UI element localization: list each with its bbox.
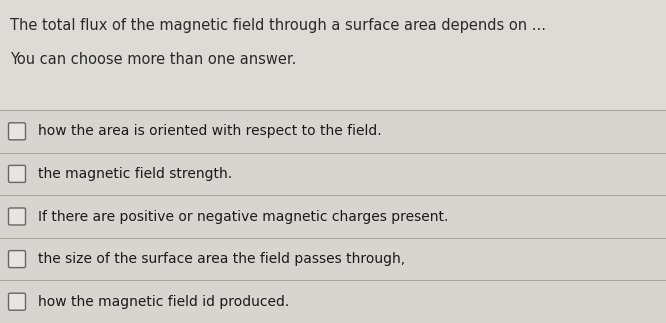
Text: The total flux of the magnetic field through a surface area depends on ...: The total flux of the magnetic field thr… xyxy=(10,18,546,33)
FancyBboxPatch shape xyxy=(9,251,25,267)
Text: If there are positive or negative magnetic charges present.: If there are positive or negative magnet… xyxy=(38,210,448,224)
Text: how the area is oriented with respect to the field.: how the area is oriented with respect to… xyxy=(38,124,382,138)
FancyBboxPatch shape xyxy=(9,293,25,310)
Text: You can choose more than one answer.: You can choose more than one answer. xyxy=(10,52,296,67)
Text: the size of the surface area the field passes through,: the size of the surface area the field p… xyxy=(38,252,405,266)
FancyBboxPatch shape xyxy=(9,165,25,182)
FancyBboxPatch shape xyxy=(9,208,25,225)
FancyBboxPatch shape xyxy=(9,123,25,140)
Text: the magnetic field strength.: the magnetic field strength. xyxy=(38,167,232,181)
Bar xyxy=(0,110,666,323)
Text: how the magnetic field id produced.: how the magnetic field id produced. xyxy=(38,295,289,309)
